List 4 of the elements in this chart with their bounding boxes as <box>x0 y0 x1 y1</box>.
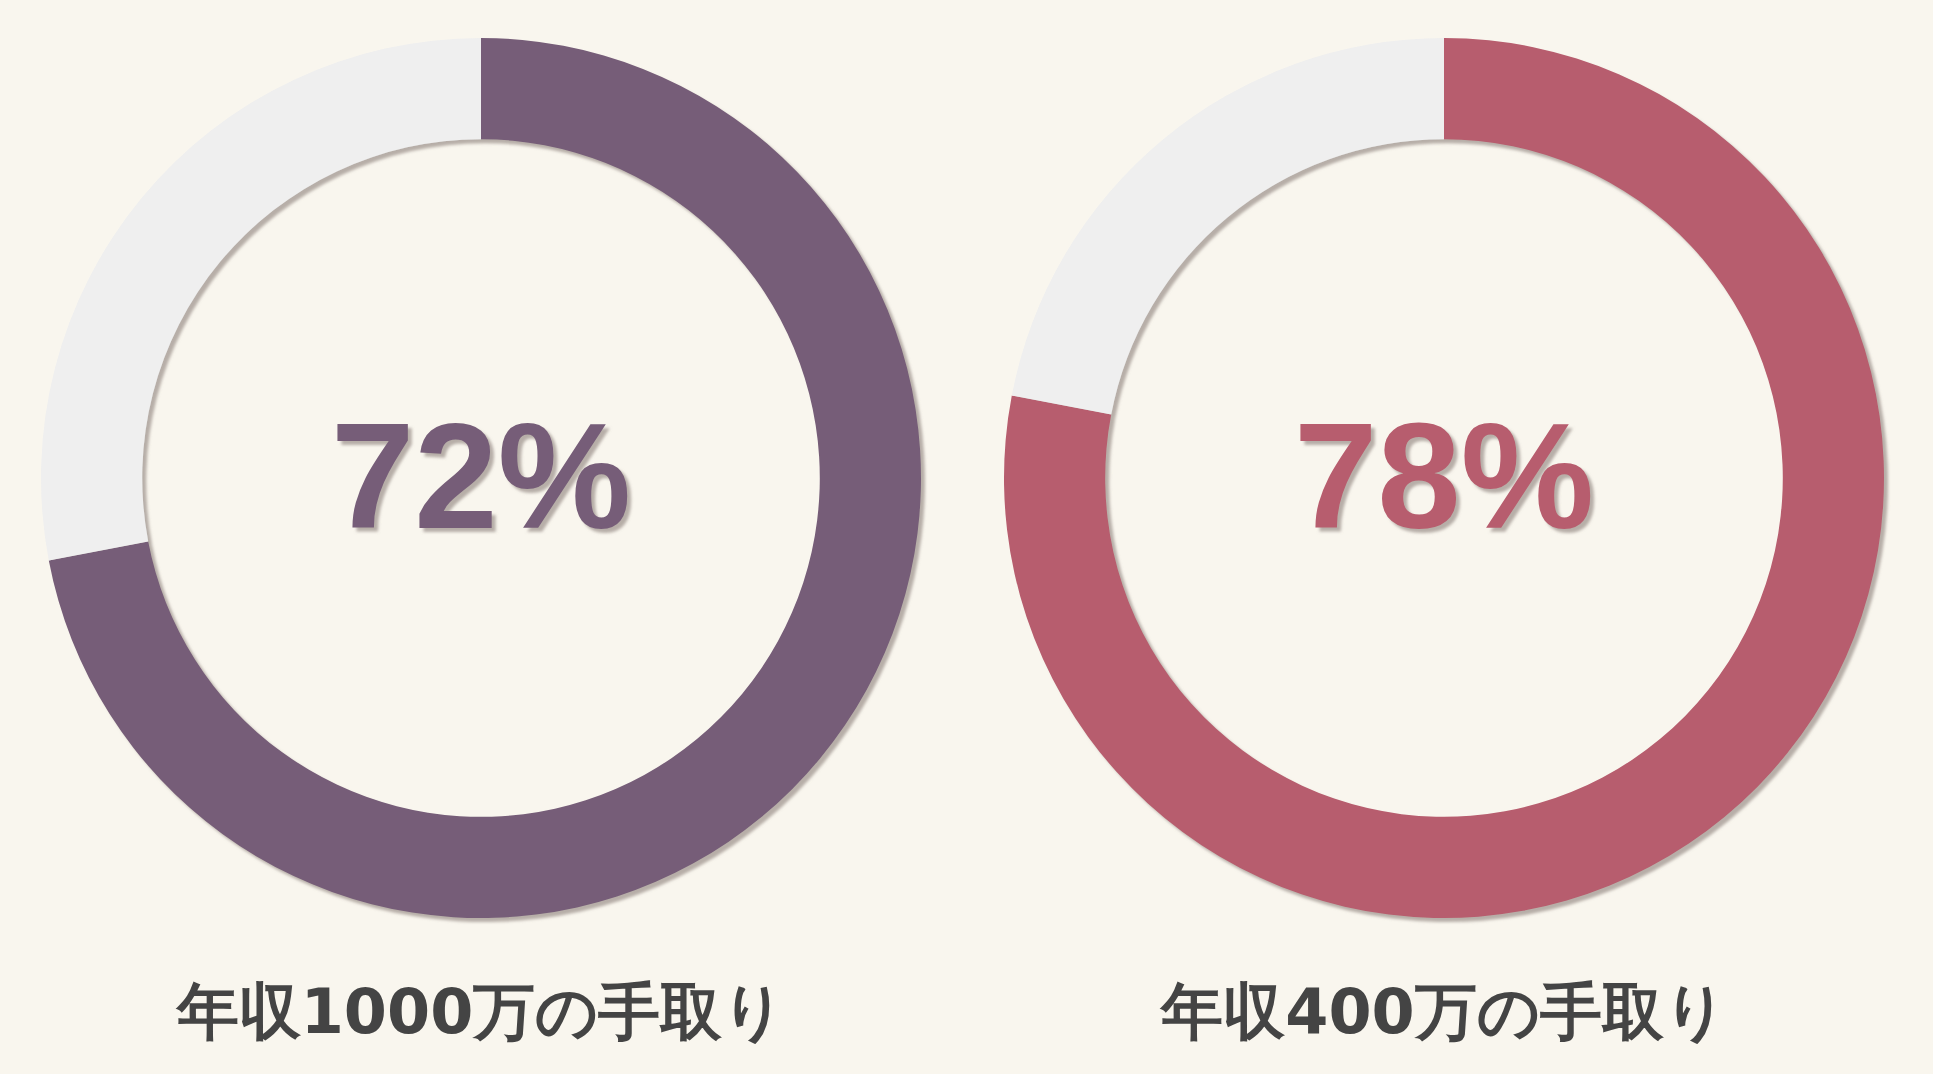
text: 年収400万の手取り <box>1159 975 1727 1048</box>
data-label: 72% <box>330 392 632 560</box>
data-label: 78% <box>1293 392 1595 560</box>
text: 年収1000万の手取り <box>174 975 786 1048</box>
